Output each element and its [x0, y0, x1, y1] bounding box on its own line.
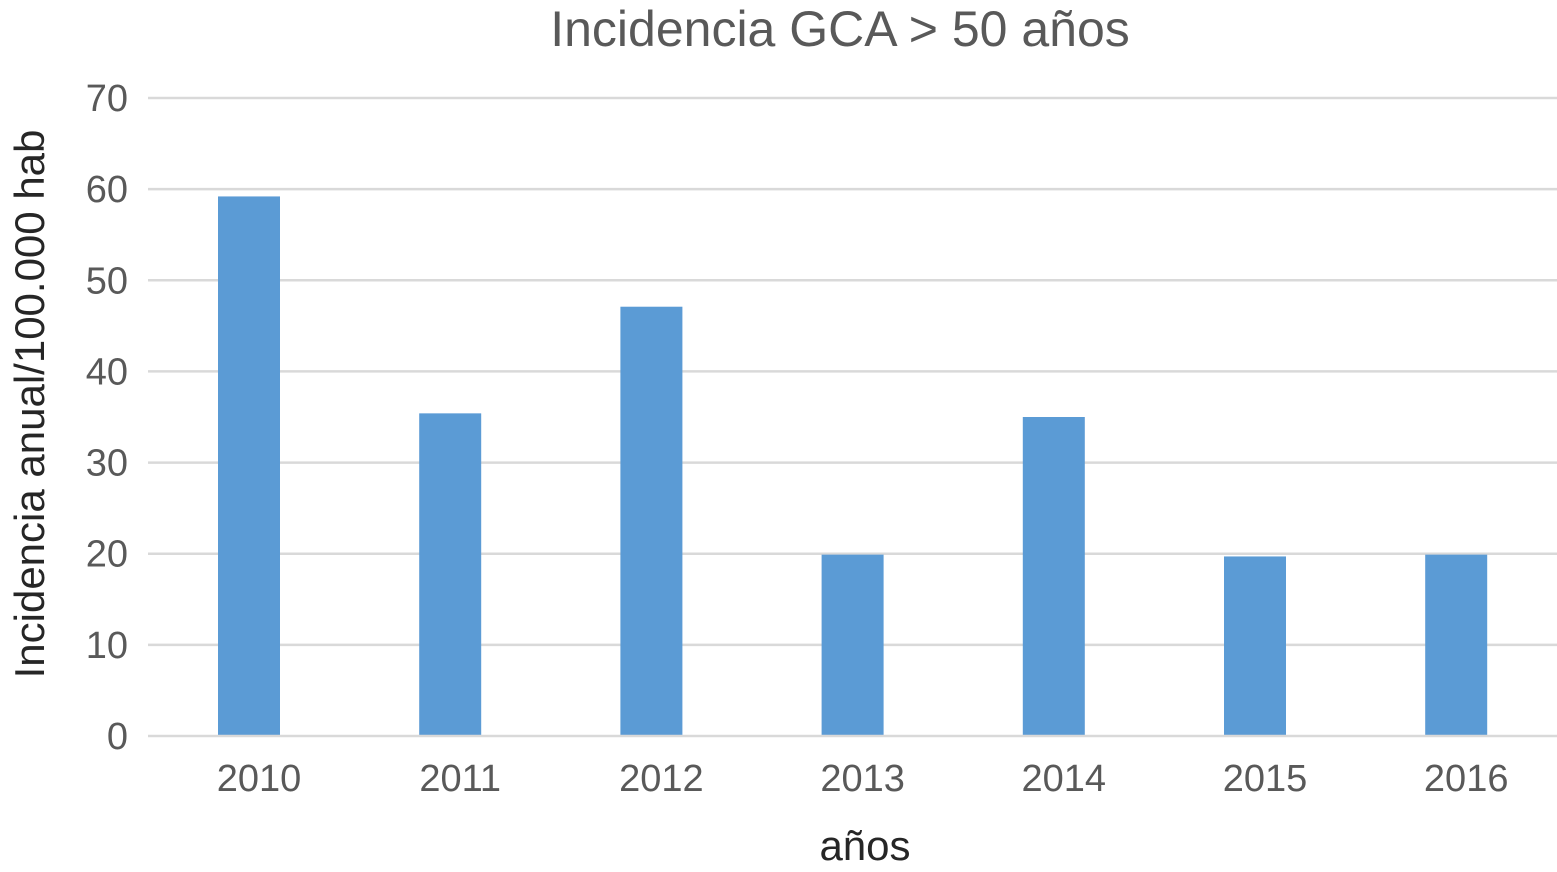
bar-2014	[1022, 417, 1085, 736]
x-tick-label: 2010	[217, 758, 302, 800]
bar-2010	[218, 196, 280, 737]
bar-2016	[1425, 554, 1488, 736]
bar-2015	[1224, 556, 1286, 736]
y-tick-label: 0	[107, 716, 128, 758]
x-tick-label: 2013	[820, 758, 905, 800]
chart-title: Incidencia GCA > 50 años	[550, 1, 1130, 57]
y-tick-label: 40	[86, 351, 128, 393]
x-tick-label: 2015	[1223, 758, 1308, 800]
y-tick-label: 10	[86, 625, 128, 667]
y-tick-labels: 0 10 20 30 40 50 60 70	[86, 78, 128, 758]
x-axis-title: años	[819, 822, 910, 869]
y-axis-title: Incidencia anual/100.000 hab	[6, 130, 53, 679]
y-tick-label: 70	[86, 78, 128, 120]
x-tick-label: 2011	[419, 758, 501, 800]
x-tick-label: 2012	[619, 758, 704, 800]
gridlines	[148, 96, 1557, 647]
y-tick-label: 20	[86, 534, 128, 576]
bar-2013	[821, 554, 884, 736]
x-tick-labels: 2010 2011 2012 2013 2014 2015 2016	[217, 758, 1509, 800]
bars	[218, 196, 1488, 737]
x-tick-label: 2016	[1424, 758, 1509, 800]
y-tick-label: 60	[86, 169, 128, 211]
y-tick-label: 50	[86, 260, 128, 302]
bar-2012	[620, 306, 683, 736]
y-tick-label: 30	[86, 443, 128, 485]
x-tick-label: 2014	[1022, 758, 1107, 800]
bar-2011	[419, 413, 482, 736]
